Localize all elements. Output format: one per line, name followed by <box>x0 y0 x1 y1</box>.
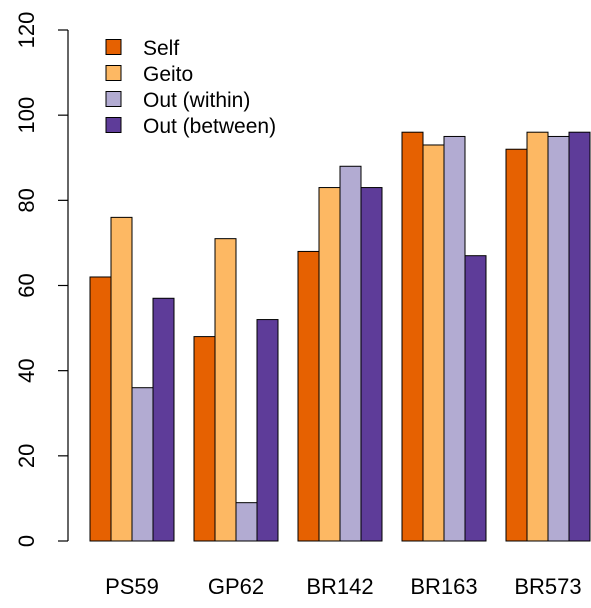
legend-swatch <box>105 39 122 55</box>
bar-out-within-br163 <box>443 135 466 542</box>
x-tick-label: GP62 <box>208 574 264 599</box>
bar-self-br163 <box>401 131 424 542</box>
legend-label: Geito <box>143 63 193 86</box>
x-axis-labels: PS59 GP62 BR142 BR163 BR573 <box>105 574 582 599</box>
y-tick-label: 40 <box>14 358 39 382</box>
x-tick-label: BR573 <box>514 574 581 599</box>
legend-swatch <box>105 91 122 107</box>
x-tick-label: PS59 <box>105 574 159 599</box>
x-tick-label: BR142 <box>306 574 373 599</box>
bar-out-between-ps59 <box>152 297 175 542</box>
bar-out-within-ps59 <box>131 387 154 542</box>
y-tick-label: 20 <box>14 444 39 468</box>
y-tick-label: 0 <box>14 535 39 547</box>
bar-self-gp62 <box>193 336 216 542</box>
bar-geito-br142 <box>318 187 341 542</box>
bar-self-ps59 <box>89 276 112 542</box>
bar-self-br142 <box>297 250 320 542</box>
bars-group <box>89 131 591 542</box>
legend-swatch <box>105 117 122 133</box>
y-axis: 0 20 40 60 80 100 120 <box>14 12 69 547</box>
y-tick-label: 120 <box>14 12 39 49</box>
y-tick-label: 60 <box>14 273 39 297</box>
x-tick-label: BR163 <box>410 574 477 599</box>
legend-label: Out (within) <box>143 89 250 112</box>
bar-out-between-br142 <box>360 187 383 542</box>
bar-geito-br163 <box>422 144 445 542</box>
y-tick-label: 80 <box>14 188 39 212</box>
bar-self-br573 <box>505 148 528 542</box>
y-tick-label: 100 <box>14 97 39 134</box>
bar-out-within-br573 <box>547 135 570 542</box>
bar-geito-br573 <box>526 131 549 542</box>
bar-out-between-br573 <box>568 131 591 542</box>
bar-out-within-br142 <box>339 165 362 542</box>
legend-label: Out (between) <box>143 115 276 138</box>
legend-label: Self <box>143 37 179 60</box>
bar-out-within-gp62 <box>235 502 258 542</box>
bar-geito-gp62 <box>214 238 237 542</box>
legend-swatch <box>105 65 122 81</box>
legend: Self Geito Out (within) Out (between) <box>105 37 276 138</box>
bar-out-between-br163 <box>464 255 487 542</box>
bar-geito-ps59 <box>110 216 133 542</box>
bar-out-between-gp62 <box>256 319 279 542</box>
